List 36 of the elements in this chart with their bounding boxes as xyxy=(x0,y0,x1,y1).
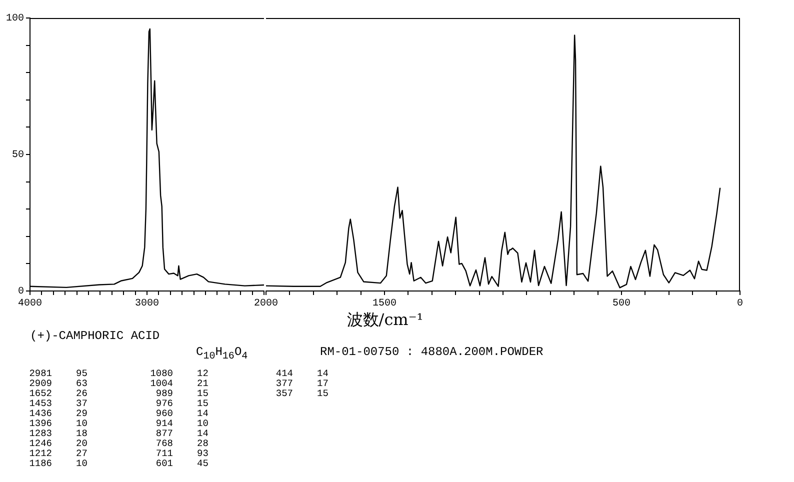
x-tick-label: 2000 xyxy=(254,298,278,310)
text: (+)-CAMPHORIC ACID xyxy=(30,329,160,343)
text: 768 28 xyxy=(156,438,208,449)
text: 711 93 xyxy=(156,448,208,459)
text: 357 15 xyxy=(276,388,328,399)
text: 1246 20 xyxy=(29,438,88,449)
x-tick-label: 500 xyxy=(612,298,631,310)
text: RM-01-00750 : 4880A.200M.POWDER xyxy=(320,345,544,359)
x-axis-title: 波数/cm⁻¹ xyxy=(346,310,424,331)
text: 1212 27 xyxy=(29,448,88,459)
x-tick-label: 1500 xyxy=(372,298,397,310)
text: 1396 10 xyxy=(29,418,88,429)
text: 976 15 xyxy=(156,398,208,409)
text: 1080 12 xyxy=(150,368,208,379)
text: 414 14 xyxy=(276,368,328,379)
text: 377 17 xyxy=(276,378,328,389)
x-tick-label: 0 xyxy=(736,298,744,310)
x-tick-label: 3000 xyxy=(134,298,160,310)
text: 877 14 xyxy=(156,428,208,439)
text: 601 45 xyxy=(156,458,208,469)
y-tick-label: 100 xyxy=(6,14,24,25)
text: 1652 26 xyxy=(29,388,88,399)
text: C$_{10}$H$_{16}$O$_{4}$ xyxy=(196,345,248,362)
text: 1283 18 xyxy=(29,428,88,439)
text: 2981 95 xyxy=(29,368,88,379)
text: 1453 37 xyxy=(29,398,88,409)
text: 960 14 xyxy=(156,408,208,419)
text: 2909 63 xyxy=(29,378,88,389)
text: 1186 10 xyxy=(29,458,88,469)
text: 1004 21 xyxy=(150,378,208,389)
text: 989 15 xyxy=(156,388,208,399)
text: 914 10 xyxy=(156,418,208,429)
x-tick-label: 4000 xyxy=(18,298,42,310)
y-tick-label: 0 xyxy=(18,286,24,298)
y-tick-label: 50 xyxy=(12,150,24,162)
text: 1436 29 xyxy=(29,408,88,419)
